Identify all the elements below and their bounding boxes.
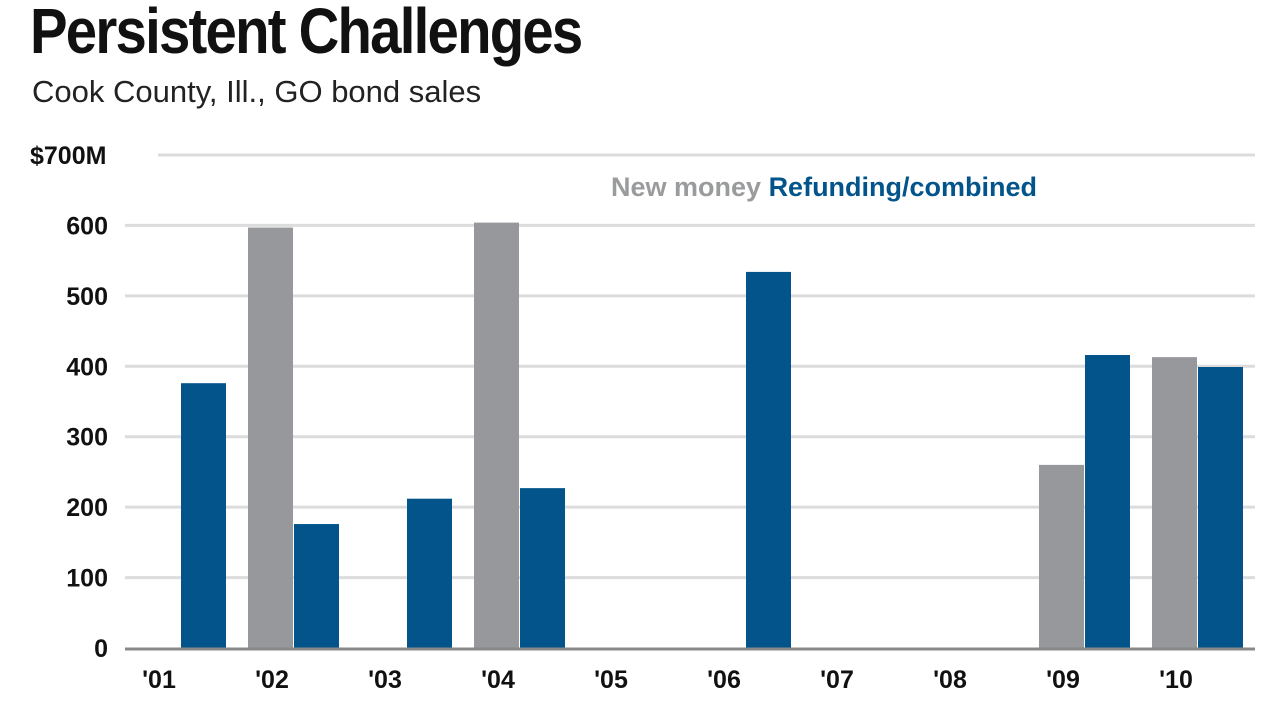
- x-tick-label: '03: [368, 666, 402, 694]
- x-tick-label: '10: [1159, 666, 1193, 694]
- y-tick-label: 400: [66, 353, 108, 381]
- bar-refunding: [1085, 355, 1130, 648]
- bar-refunding: [746, 271, 791, 648]
- legend: New money Refunding/combined: [611, 172, 1037, 203]
- chart-subtitle: Cook County, Ill., GO bond sales: [32, 74, 482, 109]
- y-tick-label: 600: [66, 212, 108, 240]
- y-tick-label: 500: [66, 283, 108, 311]
- bar-refunding: [294, 524, 339, 648]
- x-tick-label: '08: [933, 666, 967, 694]
- bar-refunding: [407, 498, 452, 648]
- y-tick-label: 0: [94, 635, 108, 663]
- bar-new-money: [248, 227, 293, 648]
- legend-refunding: Refunding/combined: [768, 172, 1038, 202]
- bar-new-money: [1152, 357, 1197, 648]
- y-tick-label: 300: [66, 424, 108, 452]
- x-tick-label: '07: [820, 666, 854, 694]
- x-tick-label: '05: [594, 666, 628, 694]
- chart-title: Persistent Challenges: [30, 0, 583, 67]
- x-tick-label: '01: [142, 666, 176, 694]
- bar-refunding: [520, 488, 565, 648]
- bar-refunding: [181, 383, 226, 648]
- legend-new-money: New money: [611, 172, 762, 202]
- y-tick-label: 200: [66, 494, 108, 522]
- x-tick-label: '09: [1046, 666, 1080, 694]
- bar-refunding: [1198, 366, 1243, 648]
- x-tick-label: '06: [707, 666, 741, 694]
- y-tick-label: $700M: [30, 142, 106, 170]
- y-tick-label: 100: [66, 565, 108, 593]
- bar-new-money: [474, 222, 519, 648]
- x-tick-label: '04: [481, 666, 515, 694]
- bar-new-money: [1039, 464, 1084, 648]
- x-tick-label: '02: [255, 666, 289, 694]
